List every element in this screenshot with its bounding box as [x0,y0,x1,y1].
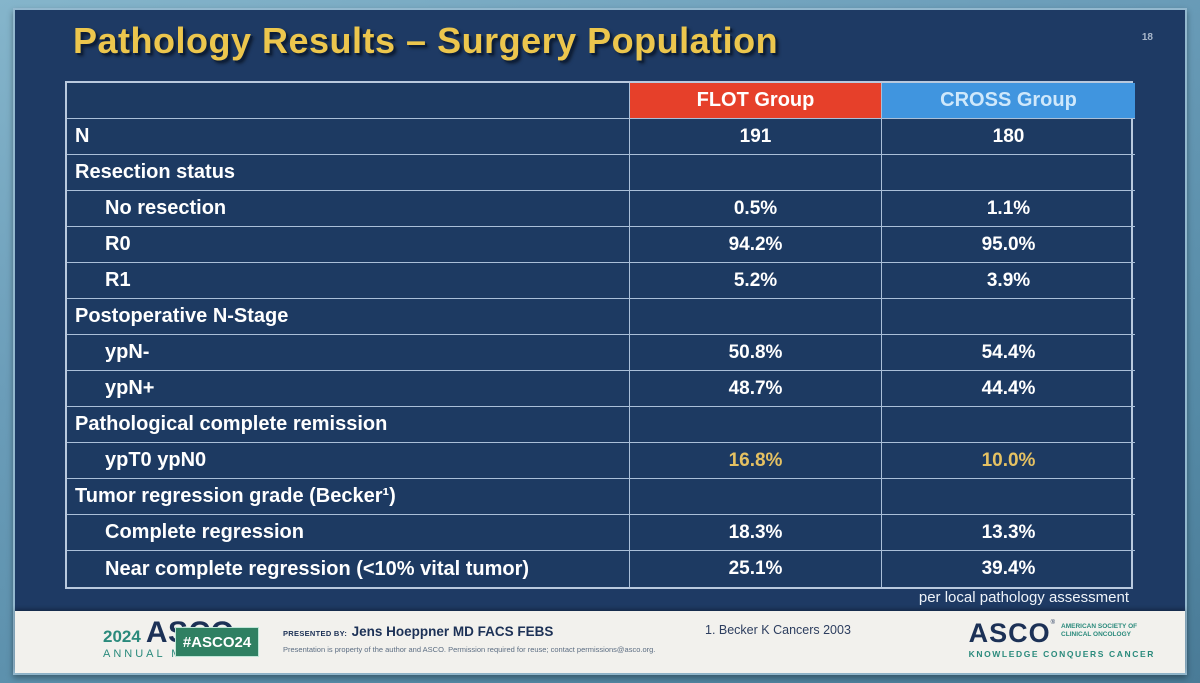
society-tagline: KNOWLEDGE CONQUERS CANCER [968,649,1155,659]
hashtag-badge: #ASCO24 [175,627,259,657]
cross-value [882,299,1135,335]
row-label: R0 [67,227,630,263]
row-label: ypN- [67,335,630,371]
reference-citation: 1. Becker K Cancers 2003 [705,623,851,637]
slide-number: 18 [1141,32,1153,43]
row-label: N [67,119,630,155]
flot-group-header: FLOT Group [630,83,882,119]
row-label: ypN+ [67,371,630,407]
row-label: Resection status [67,155,630,191]
flot-value [630,299,882,335]
row-label: R1 [67,263,630,299]
cross-value: 39.4% [981,558,1036,579]
cross-value: 54.4% [882,335,1135,371]
cross-group-header: CROSS Group [882,83,1135,119]
cross-value-highlight: 10.0% [882,443,1135,479]
flot-value [630,479,882,515]
row-label: Near complete regression (<10% vital tum… [67,551,630,587]
header-empty-cell [67,83,630,119]
row-label: Complete regression [67,515,630,551]
flot-value [630,407,882,443]
cross-value [882,155,1135,191]
cross-value [882,479,1135,515]
asco-wordmark: ASCO [968,618,1051,648]
footer-bar: 2024 ASCO ® ANNUAL MEETING #ASCO24 PRESE… [15,611,1185,673]
flot-value [630,155,882,191]
cross-value: 13.3% [882,515,1135,551]
slide: 18 Pathology Results – Surgery Populatio… [13,8,1187,675]
registered-mark: ® [1050,620,1056,626]
society-name: AMERICAN SOCIETY OF CLINICAL ONCOLOGY [1061,623,1138,639]
flot-value: 50.8% [630,335,882,371]
cross-value [882,407,1135,443]
flot-value: 18.3% [630,515,882,551]
flot-value-highlight: 16.8% [630,443,882,479]
cross-value: 180 [882,119,1135,155]
presented-by-label: PRESENTED BY: [283,629,348,638]
flot-value: 25.1% [630,551,882,587]
meeting-year: 2024 [103,627,141,646]
flot-value: 0.5% [630,191,882,227]
flot-value: 191 [630,119,882,155]
presenter-name: Jens Hoeppner MD FACS FEBS [351,624,554,639]
cross-value: 44.4% [882,371,1135,407]
row-label: ypT0 ypN0 [67,443,630,479]
cross-value: 3.9% [882,263,1135,299]
flot-value: 5.2% [630,263,882,299]
cross-value: 95.0% [882,227,1135,263]
row-label: Tumor regression grade (Becker¹) [67,479,630,515]
row-label: No resection [67,191,630,227]
local-assessment-footnote: per local pathology assessment [918,589,1129,606]
asco-society-logo-top: ASCO ® AMERICAN SOCIETY OF CLINICAL ONCO… [969,620,1155,647]
pathology-results-table: FLOT Group CROSS Group N 191 180 Resecti… [65,81,1135,589]
presenter-line: PRESENTED BY: Jens Hoeppner MD FACS FEBS [283,623,713,641]
flot-value: 48.7% [630,371,882,407]
cross-value: 1.1% [882,191,1135,227]
row-label: Pathological complete remission [67,407,630,443]
asco-society-logo: ASCO ® AMERICAN SOCIETY OF CLINICAL ONCO… [968,620,1155,660]
row-label: Postoperative N-Stage [67,299,630,335]
permission-disclaimer: Presentation is property of the author a… [283,645,656,654]
slide-title: Pathology Results – Surgery Population [73,20,779,61]
presenter-block: PRESENTED BY: Jens Hoeppner MD FACS FEBS… [283,623,713,654]
flot-value: 94.2% [630,227,882,263]
